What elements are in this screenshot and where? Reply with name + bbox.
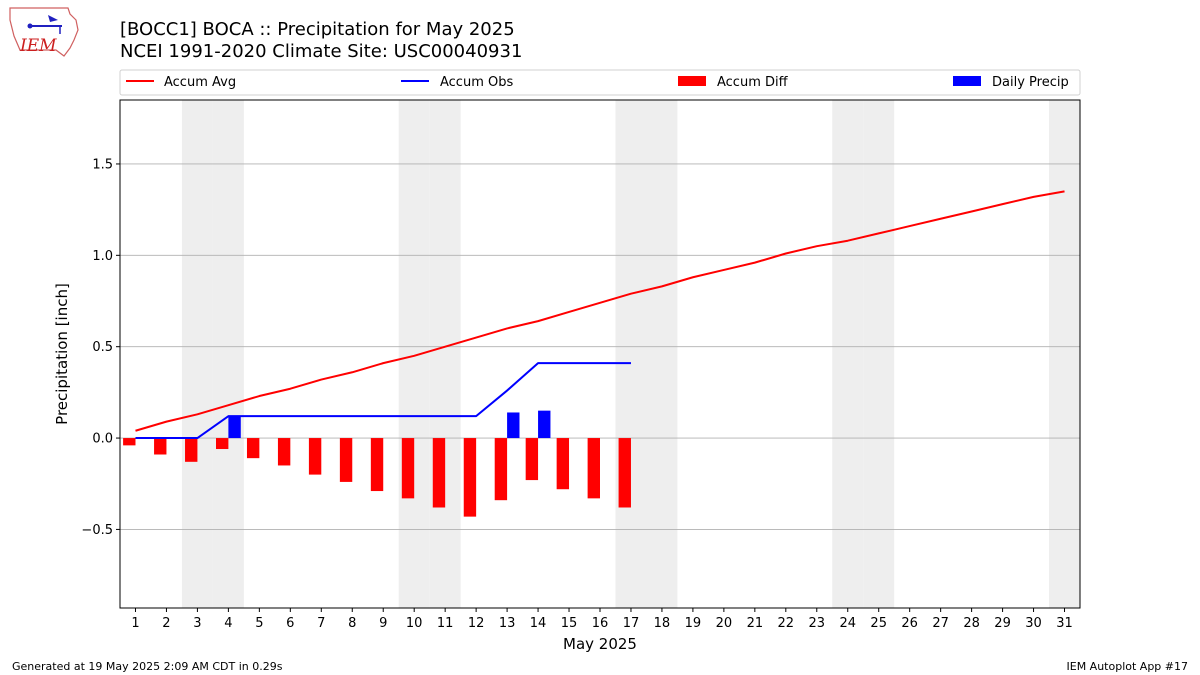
x-tick-label: 11: [437, 616, 454, 631]
weekend-band: [1049, 100, 1080, 608]
y-tick-label: 0.5: [92, 340, 113, 355]
x-tick-label: 17: [623, 616, 640, 631]
x-tick-label: 3: [193, 616, 201, 631]
x-tick-label: 5: [255, 616, 263, 631]
weekend-band: [832, 100, 864, 608]
x-tick-label: 12: [468, 616, 485, 631]
legend-label-daily-precip: Daily Precip: [992, 75, 1069, 90]
legend-label-accum-obs: Accum Obs: [440, 75, 513, 90]
x-tick-label: 2: [162, 616, 170, 631]
x-tick-label: 14: [530, 616, 547, 631]
accum-avg-line: [135, 190, 1065, 432]
x-tick-label: 22: [778, 616, 795, 631]
y-tick-label: −0.5: [81, 523, 113, 538]
y-axis-label: Precipitation [inch]: [53, 283, 71, 425]
x-tick-label: 4: [224, 616, 232, 631]
x-tick-label: 8: [348, 616, 356, 631]
x-tick-label: 25: [870, 616, 887, 631]
accum-diff-bar: [246, 438, 260, 459]
y-tick-label: 0.0: [92, 432, 113, 447]
accum-diff-bar: [185, 438, 198, 462]
x-tick-label: 23: [809, 616, 826, 631]
x-tick-label: 18: [654, 616, 671, 631]
weekend-band: [615, 100, 647, 608]
weekend-band: [212, 100, 244, 608]
y-tick-label: 1.5: [92, 157, 113, 172]
x-tick-label: 31: [1056, 616, 1073, 631]
x-tick-label: 13: [499, 616, 516, 631]
x-tick-label: 28: [963, 616, 980, 631]
y-axis-ticks: −0.5 0.0 0.5 1.0 1.5: [81, 157, 120, 538]
chart-subtitle: NCEI 1991-2020 Climate Site: USC00040931: [120, 41, 522, 62]
accum-diff-bar: [525, 438, 539, 481]
legend-label-accum-avg: Accum Avg: [164, 75, 236, 90]
daily-precip-bar: [507, 412, 520, 439]
weekend-band: [398, 100, 430, 608]
x-tick-label: 15: [561, 616, 578, 631]
daily-precip-bars: [228, 410, 551, 439]
accum-diff-bar: [494, 438, 508, 501]
footer-app: IEM Autoplot App #17: [1067, 660, 1189, 673]
accum-diff-bar: [401, 438, 415, 499]
logo-text: IEM: [19, 36, 57, 56]
accum-diff-bar: [587, 438, 600, 499]
x-tick-label: 24: [839, 616, 856, 631]
legend-frame: [119, 69, 1081, 96]
x-tick-label: 9: [379, 616, 387, 631]
y-tick-label: 1.0: [92, 249, 113, 264]
accum-diff-bar: [277, 438, 291, 466]
weekend-band: [863, 100, 895, 608]
x-axis-ticks: 1 2 3 4 5 6 7 8 9 10 11 12 13 14 15 16 17 18 19 20 21 22 23 24 2…: [131, 608, 1073, 631]
weekend-band: [429, 100, 461, 608]
legend-label-accum-diff: Accum Diff: [717, 75, 789, 90]
chart-title: [BOCC1] BOCA :: Precipitation for May 20…: [120, 19, 515, 40]
accum-diff-bar: [432, 438, 446, 508]
x-tick-label: 26: [901, 616, 918, 631]
x-tick-label: 1: [131, 616, 139, 631]
series-lines: [135, 190, 1065, 440]
footer-generated: Generated at 19 May 2025 2:09 AM CDT in …: [12, 660, 283, 673]
x-tick-label: 27: [932, 616, 949, 631]
weekend-band: [646, 100, 678, 608]
accum-diff-bar: [463, 438, 477, 517]
x-tick-label: 16: [592, 616, 609, 631]
plot-frame: [119, 99, 1081, 609]
accum-diff-bars: [123, 438, 631, 517]
accum-obs-line: [135, 362, 631, 440]
accum-diff-bar: [123, 438, 136, 446]
x-tick-label: 29: [994, 616, 1011, 631]
x-tick-label: 20: [716, 616, 733, 631]
accum-diff-bar: [618, 438, 631, 508]
daily-precip-bar: [538, 410, 551, 439]
accum-diff-bar: [308, 438, 322, 475]
x-tick-label: 30: [1025, 616, 1042, 631]
weekend-shading: [181, 100, 1080, 608]
accum-diff-bar: [339, 438, 353, 482]
x-tick-label: 7: [317, 616, 325, 631]
daily-precip-bar: [228, 416, 241, 439]
accum-diff-bar: [370, 438, 384, 492]
accum-diff-bar: [216, 438, 229, 450]
x-tick-label: 19: [685, 616, 702, 631]
x-tick-label: 21: [747, 616, 764, 631]
accum-diff-bar: [154, 438, 167, 455]
x-tick-label: 10: [406, 616, 423, 631]
x-tick-label: 6: [286, 616, 294, 631]
legend-swatch-daily-precip: [953, 76, 981, 86]
iem-logo: IEM: [9, 7, 79, 57]
accum-diff-bar: [556, 438, 570, 490]
weekend-band: [181, 100, 213, 608]
x-axis-label: May 2025: [563, 635, 637, 653]
legend: Accum Avg Accum Obs Accum Diff Daily Pre…: [119, 69, 1081, 96]
legend-swatch-accum-diff: [678, 76, 706, 86]
